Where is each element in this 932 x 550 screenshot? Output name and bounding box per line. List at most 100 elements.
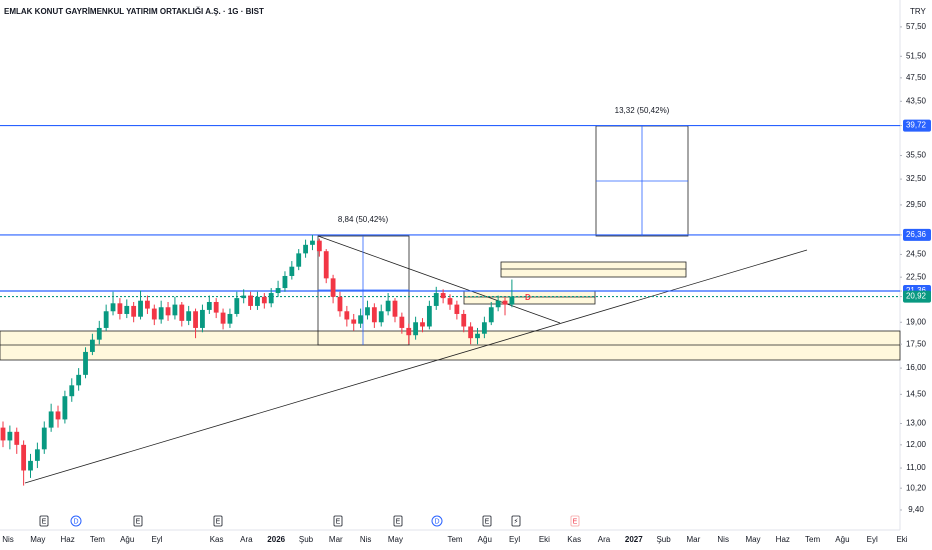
x-tick-label: Nis [717, 535, 729, 544]
candle-body [200, 309, 205, 328]
candle-body [55, 411, 61, 420]
y-tick-label: 22,50 [906, 272, 927, 281]
x-tick-label: May [30, 535, 45, 544]
candle-body [385, 300, 391, 312]
candle-body [420, 322, 425, 327]
candle-body [323, 251, 329, 279]
candle-body [275, 288, 281, 294]
currency: TRY [910, 7, 927, 16]
x-tick-label: Eki [539, 535, 550, 544]
candle-body [7, 431, 13, 441]
y-tick-label: 26,36 [906, 230, 927, 239]
candle-body [34, 449, 40, 461]
event-marker [431, 515, 443, 527]
candle-body [495, 300, 501, 308]
event-label: E [136, 518, 141, 525]
event-label: E [396, 518, 401, 525]
candle-body [151, 308, 157, 320]
candle-body [227, 313, 233, 324]
y-tick-label: 17,50 [906, 339, 927, 348]
dividend-label: D [525, 293, 531, 302]
candle-body [481, 322, 487, 334]
x-tick-label: Eki [896, 535, 907, 544]
candle-body [96, 327, 102, 340]
candle-body [371, 307, 377, 323]
y-tick-label: 24,50 [906, 250, 927, 259]
x-tick-label: Tem [805, 535, 820, 544]
candle-body [303, 244, 308, 254]
x-tick-label: Mar [329, 535, 343, 544]
candle-body [488, 307, 494, 323]
x-tick-label: Haz [776, 535, 790, 544]
candle-body [193, 311, 198, 328]
x-tick-label: Eyl [509, 535, 520, 544]
candle-body [14, 431, 20, 445]
candle-body [454, 304, 460, 314]
x-tick-label: Ağu [478, 535, 492, 544]
y-tick-label: 57,50 [906, 22, 927, 31]
y-tick-label: 47,50 [906, 73, 927, 82]
candle-body [241, 295, 247, 299]
measure-label: 8,84 (50,42%) [338, 215, 389, 224]
x-tick-label: Ara [240, 535, 253, 544]
event-marker [39, 515, 49, 527]
y-tick-label: 16,00 [906, 363, 927, 372]
event-marker [511, 515, 521, 527]
candle-body [440, 293, 446, 299]
x-tick-label: Kas [210, 535, 224, 544]
x-tick-label: Nis [360, 535, 372, 544]
candle-body [310, 240, 315, 245]
y-tick-label: 19,00 [906, 317, 927, 326]
candle-body [365, 307, 370, 316]
trend-line [24, 249, 808, 484]
y-tick-label: 12,00 [906, 440, 927, 449]
x-tick-label: Eyl [151, 535, 162, 544]
y-tick-label: 51,50 [906, 51, 927, 60]
event-label: E [216, 518, 221, 525]
x-tick-label: Mar [687, 535, 701, 544]
candle-body [213, 301, 219, 313]
candle-body [426, 305, 432, 327]
candle-body [475, 333, 480, 339]
drawings: 13,32 (50,42%) 8,84 (50,42%) D [0, 106, 901, 484]
y-tick-label: 13,00 [906, 419, 927, 428]
candle-body [433, 293, 439, 306]
event-label: E [42, 518, 47, 525]
candle-body [399, 316, 405, 328]
candle-body [289, 266, 295, 276]
candle-body [406, 327, 412, 336]
candle-body [110, 303, 116, 312]
candle-body [461, 313, 467, 327]
event-marker [133, 515, 143, 527]
x-tick-label: Ağu [835, 535, 849, 544]
candle-body [358, 315, 364, 324]
candle-body [103, 311, 109, 328]
candle-body [172, 304, 178, 316]
y-tick-label: 11,00 [906, 463, 926, 472]
y-tick-label: 35,50 [906, 151, 927, 160]
event-label: E [485, 518, 490, 525]
x-tick-label: Şub [656, 535, 671, 544]
x-tick-label: 2026 [267, 535, 285, 544]
candle-body [248, 295, 253, 306]
chart-title: EMLAK KONUT GAYRİMENKUL YATIRIM ORTAKLIĞ… [4, 7, 264, 16]
event-marker [333, 515, 343, 527]
event-marker [70, 515, 82, 527]
y-tick-label: 10,20 [906, 483, 927, 492]
price-tag [903, 290, 931, 303]
candle-body [255, 296, 260, 306]
candle-body [69, 385, 75, 397]
y-tick-label: 32,50 [906, 174, 927, 183]
y-tick-label: 43,50 [906, 96, 927, 105]
event-marker [570, 515, 580, 527]
candle-body [124, 305, 130, 314]
candle-body [413, 322, 419, 336]
y-tick-label: 14,50 [906, 389, 927, 398]
candle-body [316, 240, 322, 252]
candle-body [261, 296, 267, 304]
price-tag [903, 119, 931, 132]
candle-body [131, 305, 137, 317]
x-tick-label: Şub [299, 535, 314, 544]
candle-body [351, 319, 357, 324]
